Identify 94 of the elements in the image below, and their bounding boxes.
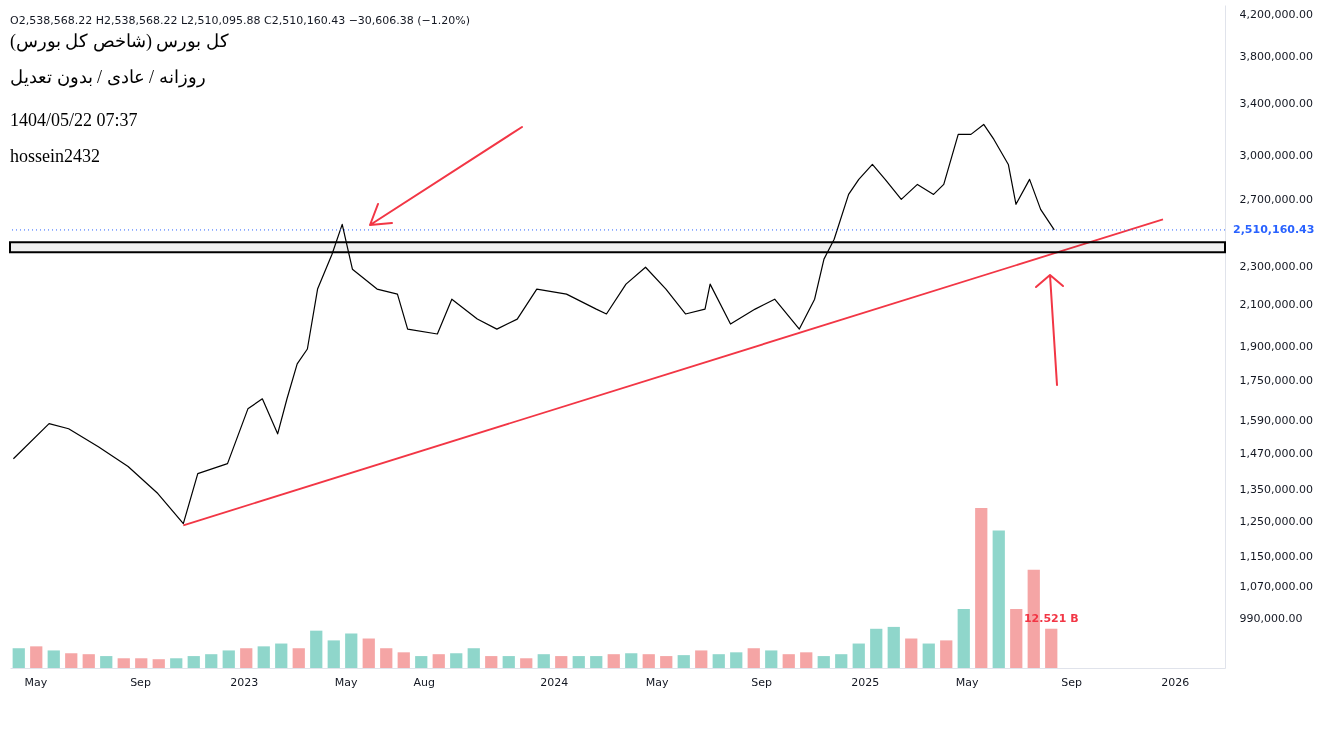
bar bbox=[992, 530, 1005, 668]
y-tick-label: 1,900,000.00 bbox=[1239, 339, 1313, 353]
x-tick-label: Sep bbox=[751, 675, 772, 689]
bar bbox=[47, 650, 60, 668]
bar bbox=[432, 654, 445, 668]
y-tick-label: 1,590,000.00 bbox=[1239, 414, 1313, 428]
bar bbox=[590, 656, 603, 668]
bar bbox=[292, 648, 305, 668]
bar bbox=[170, 658, 183, 668]
bar bbox=[152, 659, 165, 668]
bar bbox=[905, 638, 918, 668]
annotation: hossein2432 bbox=[10, 146, 100, 167]
y-tick-label: 4,200,000.00 bbox=[1239, 8, 1313, 22]
y-tick-label: 990,000.00 bbox=[1239, 612, 1303, 626]
bar bbox=[747, 648, 760, 668]
bar bbox=[765, 650, 778, 668]
x-tick-label: 2024 bbox=[540, 675, 569, 689]
y-tick-label: 1,470,000.00 bbox=[1239, 447, 1313, 461]
bar bbox=[940, 640, 953, 668]
bar bbox=[677, 655, 690, 668]
bar bbox=[800, 652, 813, 668]
bar bbox=[310, 630, 323, 668]
x-tick-label: May bbox=[334, 675, 358, 689]
annotation: روزانه / عادی / بدون تعدیل bbox=[10, 66, 206, 88]
data-label: 12.521 B bbox=[1023, 611, 1079, 625]
bar bbox=[572, 656, 585, 668]
annotation: O2,538,568.22 H2,538,568.22 L2,510,095.88 C2,510,160.43 −30,606.38 (−1.20%) bbox=[10, 14, 471, 27]
bar bbox=[642, 654, 655, 668]
bar bbox=[380, 648, 393, 668]
bar bbox=[362, 638, 375, 668]
bar bbox=[835, 654, 848, 668]
y-tick-label: 2,300,000.00 bbox=[1239, 259, 1313, 273]
x-tick-label: 2023 bbox=[230, 675, 259, 689]
x-tick-label: 2026 bbox=[1161, 675, 1190, 689]
annotation: کل بورس (شاخص کل بورس) bbox=[10, 30, 229, 52]
bar bbox=[712, 654, 725, 668]
bar bbox=[520, 658, 533, 668]
bar bbox=[205, 654, 218, 668]
bar bbox=[222, 650, 235, 668]
bar bbox=[887, 626, 900, 668]
bar bbox=[275, 643, 288, 668]
bar bbox=[870, 628, 883, 668]
x-tick-label: May bbox=[645, 675, 669, 689]
bar bbox=[397, 652, 410, 668]
bar bbox=[625, 653, 638, 668]
y-tick-label: 3,000,000.00 bbox=[1239, 148, 1313, 162]
x-tick-label: Sep bbox=[1061, 675, 1083, 689]
x-tick-label: 2025 bbox=[851, 675, 880, 689]
y-tick-label: 1,750,000.00 bbox=[1239, 374, 1313, 388]
y-tick-label: 1,150,000.00 bbox=[1239, 549, 1313, 563]
bar bbox=[257, 646, 270, 668]
bar bbox=[695, 650, 708, 668]
annotation: 1404/05/22 07:37 bbox=[10, 110, 138, 131]
bar bbox=[782, 654, 795, 668]
bar bbox=[117, 658, 130, 668]
bar bbox=[345, 633, 358, 668]
x-tick-label: May bbox=[24, 675, 48, 689]
y-tick-label: 2,100,000.00 bbox=[1239, 298, 1313, 312]
bar bbox=[65, 653, 78, 668]
bar bbox=[30, 646, 43, 668]
bar bbox=[817, 656, 830, 668]
bar bbox=[467, 648, 480, 668]
bar bbox=[537, 654, 550, 668]
y-tick-label: 1,350,000.00 bbox=[1239, 482, 1313, 496]
bar bbox=[922, 643, 935, 668]
bar bbox=[957, 609, 970, 668]
bar bbox=[502, 656, 515, 668]
bar bbox=[1010, 609, 1023, 668]
bar bbox=[82, 654, 95, 668]
bar bbox=[187, 656, 200, 668]
bar bbox=[240, 648, 253, 668]
y-tick-label: 3,400,000.00 bbox=[1239, 96, 1313, 110]
bar bbox=[135, 658, 148, 668]
y-tick-label: 3,800,000.00 bbox=[1239, 50, 1313, 64]
bar bbox=[12, 648, 25, 668]
bar bbox=[607, 654, 620, 668]
x-tick-label: Sep bbox=[130, 675, 151, 689]
bar bbox=[852, 643, 865, 668]
y-tick-label: 1,250,000.00 bbox=[1239, 514, 1313, 528]
bar bbox=[485, 656, 498, 668]
bar bbox=[555, 656, 568, 668]
ref-line-label: 2,510,160.43 bbox=[1233, 222, 1315, 236]
bar bbox=[660, 656, 673, 668]
bar bbox=[100, 656, 113, 668]
x-tick-label: May bbox=[955, 675, 980, 689]
y-tick-label: 1,070,000.00 bbox=[1239, 579, 1313, 593]
bar bbox=[450, 653, 463, 668]
y-tick-label: 2,700,000.00 bbox=[1239, 192, 1313, 206]
bar bbox=[1045, 628, 1058, 668]
bar bbox=[975, 508, 988, 668]
bar bbox=[415, 656, 428, 668]
bar bbox=[730, 652, 743, 668]
x-tick-label: Aug bbox=[413, 675, 436, 689]
bar bbox=[327, 640, 340, 668]
